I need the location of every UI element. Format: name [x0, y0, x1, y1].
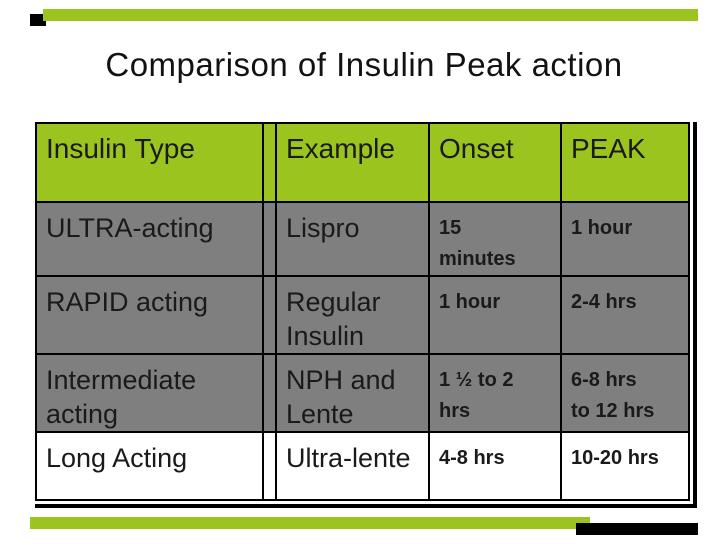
- insulin-type-cell: Intermediate acting: [35, 353, 264, 433]
- onset-cell: 1 hour: [428, 275, 562, 355]
- peak-cell: 10-20 hrs: [560, 431, 690, 501]
- insulin-type-cell: RAPID acting: [35, 275, 264, 355]
- example-cell: NPH and Lente: [275, 353, 430, 433]
- spacer-cell: [262, 431, 277, 501]
- example-cell: Ultra-lente: [275, 431, 430, 501]
- example-cell: Lispro: [275, 201, 430, 277]
- example-cell: Regular Insulin: [275, 275, 430, 355]
- table-row-ultra-acting: ULTRA-acting Lispro 15 minutes 1 hour: [35, 201, 690, 277]
- col-header-onset: Onset: [428, 122, 562, 203]
- top-accent-black-segment: [30, 14, 46, 26]
- spacer-cell: [262, 275, 277, 355]
- spacer-cell: [262, 353, 277, 433]
- insulin-table-frame: Insulin Type Example Onset PEAK ULTRA-ac…: [35, 122, 697, 508]
- onset-cell: 1 ½ to 2 hrs: [428, 353, 562, 433]
- insulin-type-cell: Long Acting: [35, 431, 264, 501]
- onset-cell: 15 minutes: [428, 201, 562, 277]
- table-row-long-acting: Long Acting Ultra-lente 4-8 hrs 10-20 hr…: [35, 431, 690, 501]
- col-header-peak: PEAK: [560, 122, 690, 203]
- table-row-rapid-acting: RAPID acting Regular Insulin 1 hour 2-4 …: [35, 275, 690, 355]
- peak-cell: 6-8 hrs to 12 hrs: [560, 353, 690, 433]
- col-header-spacer: [262, 122, 277, 203]
- top-accent-green-bar: [43, 9, 698, 21]
- onset-cell: 4-8 hrs: [428, 431, 562, 501]
- peak-cell: 2-4 hrs: [560, 275, 690, 355]
- peak-cell: 1 hour: [560, 201, 690, 277]
- header-row: Insulin Type Example Onset PEAK: [35, 122, 690, 203]
- bottom-accent-bar: [30, 517, 698, 537]
- col-header-insulin-type: Insulin Type: [35, 122, 264, 203]
- spacer-cell: [262, 201, 277, 277]
- insulin-type-cell: ULTRA-acting: [35, 201, 264, 277]
- bottom-accent-green-bar: [30, 517, 590, 529]
- bottom-accent-black-segment: [576, 523, 698, 535]
- insulin-comparison-table: Insulin Type Example Onset PEAK ULTRA-ac…: [35, 122, 690, 501]
- col-header-example: Example: [275, 122, 430, 203]
- top-accent-bar: [30, 9, 698, 29]
- table-row-intermediate-acting: Intermediate acting NPH and Lente 1 ½ to…: [35, 353, 690, 433]
- slide-title: Comparison of Insulin Peak action: [105, 46, 623, 83]
